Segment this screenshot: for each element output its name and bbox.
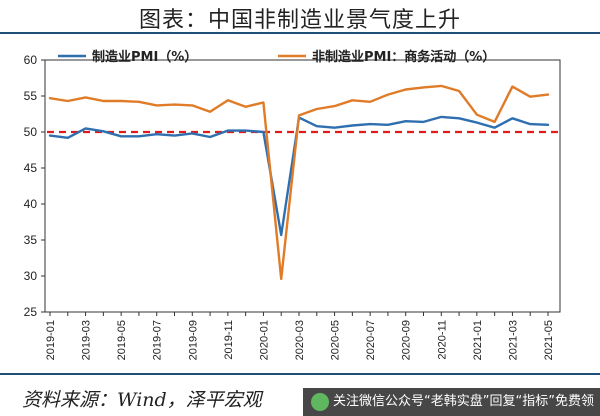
legend-manufacturing-label: 制造业PMI（%）: [92, 49, 197, 65]
x-tick-label: 2021-03: [507, 320, 519, 360]
x-tick-label: 2019-01: [45, 320, 57, 360]
x-tick-label: 2020-09: [401, 320, 413, 360]
y-tick-label: 50: [24, 125, 38, 139]
page-title: 图表：中国非制造业景气度上升: [138, 8, 461, 33]
x-tick-label: 2021-05: [543, 320, 555, 360]
nonmanufacturing-pmi-line: [48, 84, 550, 281]
x-tick-label: 2019-07: [152, 320, 164, 360]
source-note: 资料来源：Wind，泽平宏观: [22, 389, 262, 411]
title-bar: 图表：中国非制造业景气度上升: [0, 0, 600, 34]
x-tick-label: 2020-03: [294, 320, 306, 360]
x-tick-label: 2019-11: [223, 320, 235, 360]
manufacturing-pmi-line: [48, 115, 550, 237]
y-tick-label: 60: [24, 53, 38, 67]
source-bar: 资料来源：Wind，泽平宏观: [0, 373, 600, 416]
x-tick-label: 2021-01: [472, 320, 484, 360]
x-tick-label: 2020-07: [365, 320, 377, 360]
x-tick-label: 2019-03: [81, 320, 93, 360]
x-tick-label: 2019-05: [116, 320, 128, 360]
y-tick-label: 40: [24, 197, 38, 211]
y-tick-label: 55: [24, 89, 38, 103]
line-chart: 25 30 35 40 45 50 55 60 2019-01 2019-03 2019-05 201…: [24, 49, 561, 360]
y-tick-label: 35: [24, 233, 38, 247]
plot-frame: [44, 59, 561, 313]
legend-nonmanufacturing-label: 非制造业PMI：商务活动（%）: [312, 49, 495, 65]
x-tick-label: 2020-11: [436, 320, 448, 360]
x-tick-label: 2020-05: [330, 320, 342, 360]
x-tick-label: 2020-01: [258, 320, 270, 360]
wechat-icon: [311, 392, 330, 411]
y-tick-label: 45: [24, 161, 38, 175]
x-tick-label: 2019-09: [187, 320, 199, 360]
wechat-watermark: 关注微信公众号“老韩实盘”回复“指标”免费领: [303, 388, 600, 416]
y-tick-label: 30: [24, 269, 38, 283]
y-tick-label: 25: [24, 305, 38, 319]
watermark-text: 关注微信公众号“老韩实盘”回复“指标”免费领: [333, 394, 594, 409]
